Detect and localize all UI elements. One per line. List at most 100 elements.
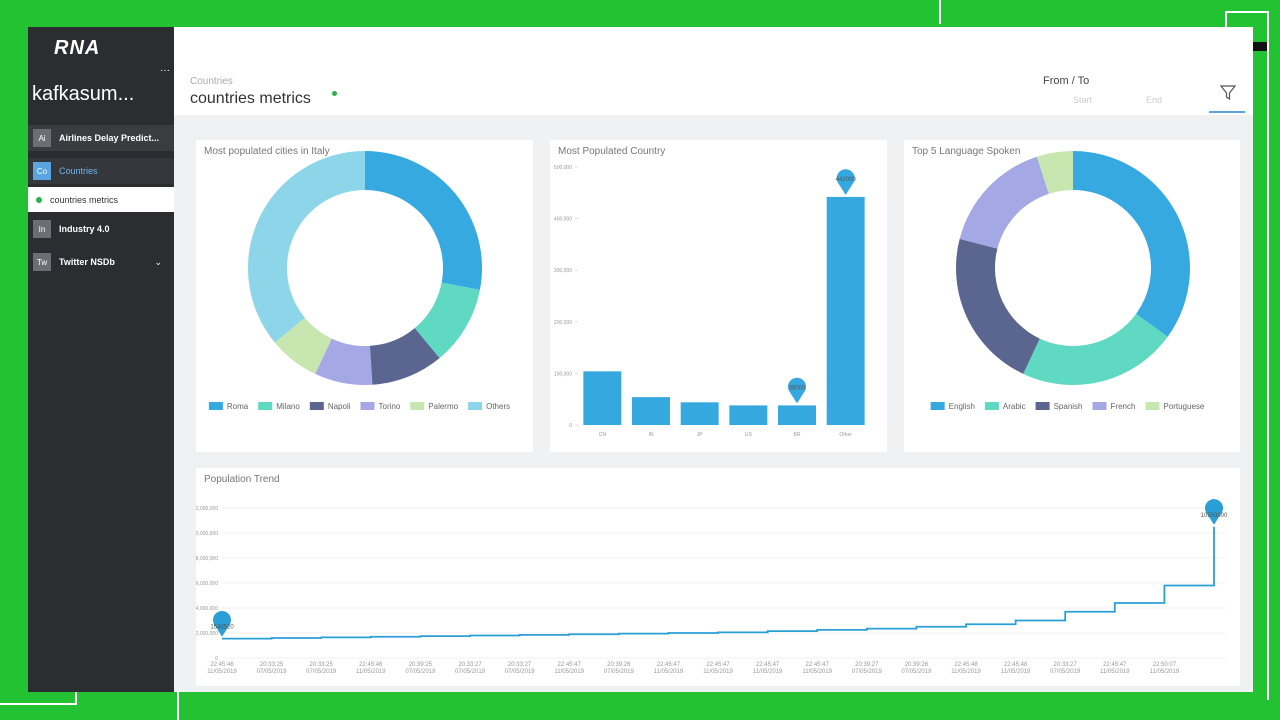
line-series: [222, 526, 1215, 640]
x-tick-label: US: [745, 432, 753, 438]
legend-swatch: [258, 402, 273, 410]
x-tick-label: 20:33:25 07/05/2019: [256, 662, 287, 675]
legend-swatch: [984, 402, 999, 410]
workspace-name[interactable]: kafkasum...: [32, 83, 135, 105]
chart-card: Top 5 Language Spoken English Arabic Spanis…: [904, 140, 1240, 452]
bar: [729, 405, 768, 425]
bar: [583, 371, 622, 425]
value-pin: [1205, 499, 1223, 525]
legend-label: French: [1111, 402, 1136, 411]
x-tick-label: 20:39:25 07/05/2019: [405, 662, 436, 675]
nav-badge: Tw: [33, 253, 51, 271]
x-tick-label: 22:45:47 11/05/2019: [653, 662, 684, 675]
legend-label: Others: [486, 402, 510, 411]
app-window: RNA kafkasum... ··· Ai Airlines Delay Pre…: [28, 27, 1253, 692]
x-tick-label: 22:45:48 11/05/2019: [1000, 662, 1031, 675]
x-tick-label: 20:39:26 07/05/2019: [603, 662, 634, 675]
nav-item[interactable]: Tw Twitter NSDb ⌄: [28, 249, 174, 275]
donut-slice: [365, 151, 482, 290]
chart-title: Most Populated Country: [558, 146, 666, 157]
legend-label: Palermo: [428, 402, 458, 411]
y-tick-label: 0: [215, 656, 218, 662]
x-tick-label: 22:45:47 11/05/2019: [1100, 662, 1130, 675]
x-tick-label: 22:45:47 11/05/2019: [752, 662, 783, 675]
y-tick-label: 400,000: [554, 217, 572, 223]
y-tick-label: 2,000,000: [196, 631, 218, 637]
x-tick-label: 22:45:47 11/05/2019: [554, 662, 584, 675]
donut-slice: [1023, 313, 1168, 385]
value-label: 38000: [789, 385, 806, 391]
y-tick-label: 500,000: [554, 165, 572, 171]
x-tick-label: 20:33:27 07/05/2019: [504, 662, 535, 675]
chart-card: Most Populated Country 0 100,000 200,000 300…: [550, 140, 887, 452]
chart-title: Most populated cities in Italy: [204, 146, 330, 157]
legend-swatch: [468, 402, 483, 410]
bar: [826, 196, 865, 425]
x-tick-label: 22:45:46 11/05/2019: [356, 662, 386, 675]
value-pin: [836, 169, 855, 195]
chart: Roma Milano Napoli Torino Palermo Others: [208, 151, 510, 411]
x-tick-label: 20:39:27 07/05/2019: [851, 662, 882, 675]
x-tick-label: 20:39:26 07/05/2019: [901, 662, 932, 675]
chart: 0 100,000 200,000 300,000 400,000 500,000 CN IN…: [554, 165, 865, 438]
end-input[interactable]: End: [1146, 95, 1163, 105]
donut-slice: [959, 156, 1049, 249]
breadcrumb[interactable]: Countries: [190, 76, 233, 87]
nav-badge: Co: [33, 162, 51, 180]
x-tick-label: BR: [794, 432, 801, 438]
nav-subitem[interactable]: countries metrics: [28, 187, 174, 212]
legend-label: Milano: [276, 402, 300, 411]
chart: 0 2,000,000 4,000,000 6,000,000 8,000,000 10,…: [196, 499, 1228, 662]
donut-slice: [1036, 151, 1073, 194]
x-tick-label: CN: [599, 432, 607, 438]
nav-item[interactable]: In Industry 4.0: [28, 216, 174, 242]
logo: RNA: [54, 37, 101, 59]
legend-label: English: [949, 402, 975, 411]
donut-slice: [274, 317, 332, 374]
x-tick-label: 22:45:46 11/05/2019: [207, 662, 237, 675]
start-input[interactable]: Start: [1073, 95, 1093, 105]
nav-label: Airlines Delay Predict...: [59, 133, 160, 143]
x-tick-label: 22:45:47 11/05/2019: [703, 662, 733, 675]
x-tick-label: 20:33:25 07/05/2019: [306, 662, 337, 675]
range-label: From / To: [1043, 75, 1090, 87]
page-title: countries metrics: [190, 90, 311, 107]
x-tick-label: Other: [839, 432, 852, 438]
nav-badge: Ai: [33, 129, 51, 147]
legend-swatch: [309, 402, 324, 410]
value-label: 10500000: [1201, 513, 1228, 519]
y-tick-label: 4,000,000: [196, 606, 218, 612]
x-tick-label: 22:45:48 11/05/2019: [951, 662, 981, 675]
chart-card: Population Trend 0 2,000,000 4,000,000 6,000…: [196, 468, 1240, 686]
legend-swatch: [1035, 402, 1050, 410]
legend-label: Spanish: [1054, 402, 1083, 411]
donut-slice: [369, 328, 440, 385]
nav-label: Industry 4.0: [59, 224, 110, 234]
nav-item[interactable]: Co Countries: [28, 158, 174, 184]
legend: Roma Milano Napoli Torino Palermo Others: [208, 402, 510, 411]
y-tick-label: 6,000,000: [196, 581, 218, 587]
y-tick-label: 0: [569, 423, 572, 429]
legend-label: Napoli: [328, 402, 351, 411]
y-tick-label: 300,000: [554, 268, 572, 274]
filter-button[interactable]: [1209, 83, 1245, 115]
value-label: 442000: [836, 177, 857, 183]
legend-swatch: [208, 402, 223, 410]
legend-swatch: [1145, 402, 1160, 410]
bar: [632, 397, 670, 425]
legend-swatch: [360, 402, 375, 410]
legend-label: Arabic: [1003, 402, 1026, 411]
chart-title: Top 5 Language Spoken: [912, 146, 1021, 157]
workspace-menu[interactable]: ···: [160, 65, 170, 76]
y-tick-label: 200,000: [554, 320, 572, 326]
bar: [680, 402, 719, 425]
nav-label: countries metrics: [50, 194, 119, 205]
x-tick-label: 20:33:27 07/05/2019: [454, 662, 486, 675]
header: Countries countries metrics From / To St…: [174, 27, 1253, 115]
nav-item[interactable]: Ai Airlines Delay Predict...: [28, 125, 174, 151]
legend-swatch: [410, 402, 425, 410]
nav-badge: In: [33, 220, 51, 238]
donut-slice: [248, 151, 365, 343]
y-tick-label: 8,000,000: [196, 556, 218, 562]
